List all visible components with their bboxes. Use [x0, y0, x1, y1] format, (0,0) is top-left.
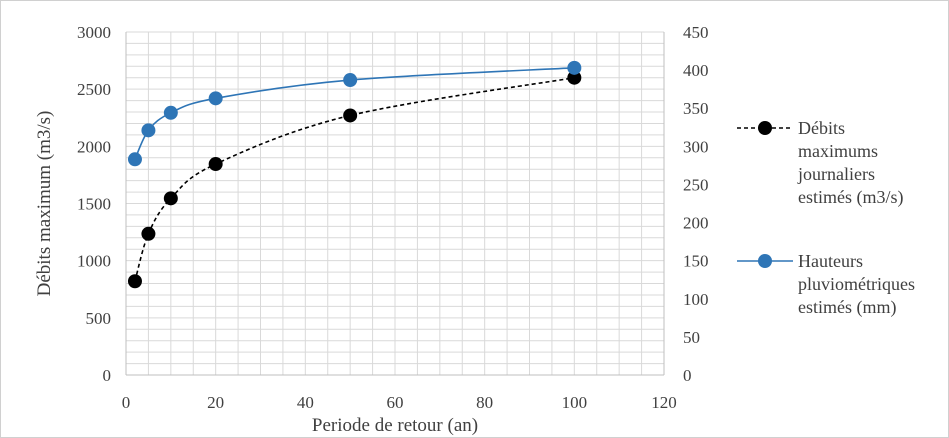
- x-tick-label: 80: [476, 393, 493, 412]
- data-point-debits: [343, 108, 358, 123]
- legend-marker-hauteurs: [758, 254, 772, 268]
- y2-tick-label: 100: [683, 290, 709, 309]
- y-tick-label: 2500: [77, 80, 111, 99]
- series-line-debits: [134, 76, 575, 282]
- x-tick-label: 40: [297, 393, 314, 412]
- data-point-hauteurs: [343, 73, 358, 88]
- y2-tick-label: 50: [683, 328, 700, 347]
- legend-label-debits: journaliers: [797, 164, 875, 184]
- y2-tick-label: 450: [683, 23, 709, 42]
- data-point-hauteurs: [208, 91, 223, 106]
- axes: 0 20 40 60 80 100 120 0 500 1000 1500 2000 2500 3000 0…: [77, 23, 709, 412]
- y2-tick-label: 150: [683, 252, 709, 271]
- data-point-debits: [127, 274, 142, 289]
- y-tick-label: 3000: [77, 23, 111, 42]
- y2-tick-label: 350: [683, 99, 709, 118]
- x-tick-label: 100: [562, 393, 588, 412]
- x-tick-label: 60: [387, 393, 404, 412]
- y2-tick-label: 200: [683, 214, 709, 233]
- data-point-hauteurs: [163, 105, 178, 120]
- data-point-debits: [163, 191, 178, 206]
- y2-tick-label: 300: [683, 137, 709, 156]
- y-tick-label: 500: [86, 309, 112, 328]
- data-point-hauteurs: [567, 60, 582, 75]
- legend-label-hauteurs: pluviométriques: [798, 274, 915, 294]
- data-point-debits: [208, 157, 223, 172]
- legend-label-debits: Débits: [798, 118, 845, 138]
- data-point-hauteurs: [127, 152, 142, 167]
- y-tick-label: 0: [103, 366, 112, 385]
- y2-tick-label: 250: [683, 175, 709, 194]
- x-tick-label: 0: [122, 393, 131, 412]
- y2-tick-label: 400: [683, 61, 709, 80]
- data-point-debits: [567, 70, 582, 85]
- x-tick-label: 120: [651, 393, 677, 412]
- y-tick-label: 1000: [77, 252, 111, 271]
- y-tick-label: 1500: [77, 195, 111, 214]
- x-tick-label: 20: [207, 393, 224, 412]
- y2-tick-label: 0: [683, 366, 692, 385]
- data-point-debits: [141, 226, 156, 241]
- series: [127, 60, 582, 289]
- data-point-hauteurs: [141, 123, 156, 138]
- legend-label-debits: estimés (m3/s): [798, 187, 904, 208]
- legend-marker-debits: [758, 121, 772, 135]
- x-axis-title: Periode de retour (an): [312, 415, 478, 436]
- y-tick-label: 2000: [77, 137, 111, 156]
- legend: Débits maximums journaliers estimés (m3/s) H…: [737, 118, 915, 318]
- legend-label-debits: maximums: [798, 141, 878, 161]
- legend-label-hauteurs: estimés (mm): [798, 297, 896, 318]
- legend-label-hauteurs: Hauteurs: [798, 251, 863, 271]
- y-axis-title: Débits maximum (m3/s): [34, 111, 55, 297]
- grid: [125, 31, 665, 376]
